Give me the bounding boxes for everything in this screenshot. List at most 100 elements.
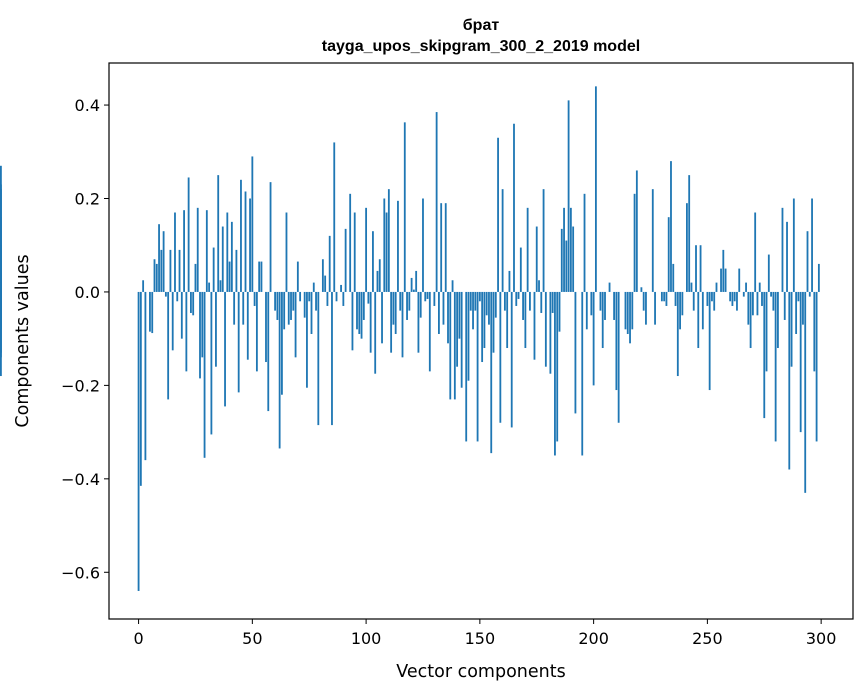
bar-264 xyxy=(738,268,741,292)
bar-13 xyxy=(167,291,170,400)
bar-118 xyxy=(406,291,408,320)
bar-256 xyxy=(720,268,722,292)
bar-165 xyxy=(513,123,515,292)
bar-160 xyxy=(501,189,504,292)
bar-145 xyxy=(467,291,470,381)
bar-167 xyxy=(517,291,520,299)
bar-272 xyxy=(756,291,759,316)
bar-296 xyxy=(811,198,813,292)
bar-67 xyxy=(290,291,292,320)
x-tick-label: 100 xyxy=(351,629,382,648)
bar-219 xyxy=(635,170,638,292)
bar-159 xyxy=(499,291,502,423)
bar-205 xyxy=(604,291,606,320)
bar-10 xyxy=(160,249,163,292)
bar-106 xyxy=(378,259,381,292)
bar-56 xyxy=(265,291,267,363)
bar-278 xyxy=(770,291,772,297)
plot-frame xyxy=(108,62,854,620)
bar-94 xyxy=(351,291,354,351)
bar-undefined xyxy=(0,282,2,292)
bar-79 xyxy=(317,291,320,426)
bar-260 xyxy=(729,291,732,302)
bar-22 xyxy=(187,177,190,292)
bar-110 xyxy=(387,189,390,292)
bar-288 xyxy=(792,198,795,292)
bar-8 xyxy=(155,263,158,292)
bar-200 xyxy=(592,291,595,386)
bar-62 xyxy=(278,291,281,449)
bar-33 xyxy=(212,247,215,292)
bar-119 xyxy=(408,291,411,311)
bar-11 xyxy=(162,231,165,292)
bar-250 xyxy=(706,291,709,306)
bar-190 xyxy=(569,207,572,292)
bar-241 xyxy=(686,203,688,292)
bar-156 xyxy=(492,291,495,353)
bar-139 xyxy=(453,291,456,400)
bar-152 xyxy=(483,291,486,349)
bar-93 xyxy=(349,193,352,292)
bar-166 xyxy=(515,291,518,306)
bar-128 xyxy=(428,291,431,372)
bar-222 xyxy=(642,291,645,311)
bar-188 xyxy=(565,240,568,292)
bar-215 xyxy=(626,291,629,334)
bar-182 xyxy=(551,291,554,313)
bar-239 xyxy=(681,291,684,316)
bar-247 xyxy=(699,245,702,292)
y-tick-label: −0.2 xyxy=(61,376,100,395)
bar-246 xyxy=(697,291,700,349)
bar-291 xyxy=(799,291,802,433)
bar-116 xyxy=(401,291,404,358)
bar-216 xyxy=(629,291,631,344)
bar-134 xyxy=(442,291,445,325)
bar-24 xyxy=(192,291,195,316)
bar-169 xyxy=(522,291,524,320)
bar-179 xyxy=(544,291,547,367)
bar-43 xyxy=(235,249,238,292)
x-tick-label: 150 xyxy=(465,629,496,648)
y-axis-ticks: 0.4 0.2 0.0 −0.2 −0.4 −0.6 xyxy=(61,96,109,582)
bar-144 xyxy=(465,291,468,442)
bar-184 xyxy=(556,291,559,442)
bar-232 xyxy=(665,291,668,306)
bar-157 xyxy=(494,291,497,318)
bar-231 xyxy=(663,291,666,302)
bar-267 xyxy=(745,282,747,292)
bar-2 xyxy=(142,280,145,292)
bar-163 xyxy=(508,270,511,292)
bar-295 xyxy=(808,291,811,297)
bar-283 xyxy=(781,207,784,292)
bar-138 xyxy=(451,280,454,292)
bar-230 xyxy=(660,291,663,302)
bar-39 xyxy=(226,212,229,292)
bar-49 xyxy=(249,198,251,292)
bar-150 xyxy=(478,291,481,302)
bar-57 xyxy=(267,291,270,412)
bar-254 xyxy=(715,282,718,292)
bar-203 xyxy=(599,291,602,311)
bar-5 xyxy=(149,291,151,332)
bar-183 xyxy=(554,291,556,456)
bar-133 xyxy=(440,203,443,292)
bar-235 xyxy=(672,263,675,292)
bar-16 xyxy=(174,212,176,292)
x-axis-label: Vector components xyxy=(396,662,565,682)
bar-18 xyxy=(178,249,181,292)
bar-70 xyxy=(296,261,299,292)
bar-153 xyxy=(485,291,488,316)
bar-147 xyxy=(472,291,474,330)
bar-6 xyxy=(151,291,154,334)
bar-298 xyxy=(815,291,818,442)
bar-123 xyxy=(417,291,420,353)
bar-209 xyxy=(613,291,616,320)
bar-217 xyxy=(631,291,634,330)
bar-28 xyxy=(201,291,204,358)
bar-178 xyxy=(542,189,545,292)
bar-299 xyxy=(817,263,820,292)
y-tick-label: 0.0 xyxy=(75,283,100,302)
bar-263 xyxy=(736,291,738,311)
